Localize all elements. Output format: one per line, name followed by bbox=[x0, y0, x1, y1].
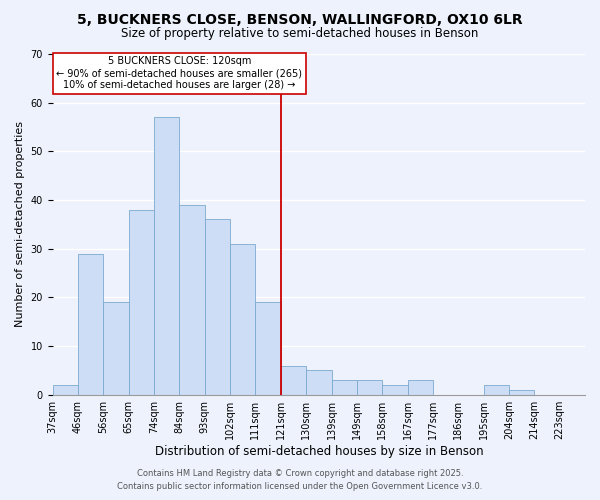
Bar bbox=[78, 254, 103, 394]
Bar bbox=[484, 385, 509, 394]
Bar bbox=[332, 380, 357, 394]
Bar bbox=[281, 366, 306, 394]
Bar bbox=[357, 380, 382, 394]
Bar bbox=[382, 385, 407, 394]
Bar bbox=[306, 370, 332, 394]
Text: Contains HM Land Registry data © Crown copyright and database right 2025.
Contai: Contains HM Land Registry data © Crown c… bbox=[118, 470, 482, 491]
Bar bbox=[407, 380, 433, 394]
Text: 5 BUCKNERS CLOSE: 120sqm
← 90% of semi-detached houses are smaller (265)
10% of : 5 BUCKNERS CLOSE: 120sqm ← 90% of semi-d… bbox=[56, 56, 302, 90]
Y-axis label: Number of semi-detached properties: Number of semi-detached properties bbox=[15, 122, 25, 328]
X-axis label: Distribution of semi-detached houses by size in Benson: Distribution of semi-detached houses by … bbox=[155, 444, 483, 458]
Bar bbox=[256, 302, 281, 394]
Bar bbox=[205, 220, 230, 394]
Bar bbox=[129, 210, 154, 394]
Bar bbox=[53, 385, 78, 394]
Bar bbox=[230, 244, 256, 394]
Bar bbox=[179, 205, 205, 394]
Bar bbox=[154, 118, 179, 394]
Text: 5, BUCKNERS CLOSE, BENSON, WALLINGFORD, OX10 6LR: 5, BUCKNERS CLOSE, BENSON, WALLINGFORD, … bbox=[77, 12, 523, 26]
Bar bbox=[103, 302, 129, 394]
Text: Size of property relative to semi-detached houses in Benson: Size of property relative to semi-detach… bbox=[121, 28, 479, 40]
Bar bbox=[509, 390, 535, 394]
